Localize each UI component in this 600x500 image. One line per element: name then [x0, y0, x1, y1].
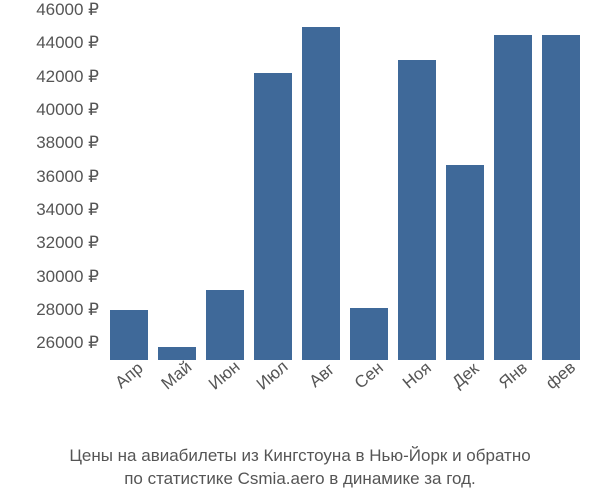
- x-tick-label: Янв: [495, 358, 531, 393]
- caption-line-2: по статистике Csmia.aero в динамике за г…: [124, 469, 476, 488]
- bar: [158, 347, 196, 360]
- bar: [446, 165, 484, 360]
- y-tick-label: 32000 ₽: [36, 233, 105, 253]
- y-tick-label: 42000 ₽: [36, 67, 105, 87]
- x-tick-label: Ноя: [399, 358, 436, 393]
- y-tick-label: 26000 ₽: [36, 333, 105, 353]
- y-tick-label: 34000 ₽: [36, 200, 105, 220]
- y-tick-label: 30000 ₽: [36, 267, 105, 287]
- bar: [254, 73, 292, 360]
- chart-caption: Цены на авиабилеты из Кингстоуна в Нью-Й…: [0, 445, 600, 491]
- x-tick-label: Дек: [448, 359, 483, 393]
- y-tick-label: 44000 ₽: [36, 33, 105, 53]
- bar: [302, 27, 340, 360]
- bar: [206, 290, 244, 360]
- x-tick-label: Сен: [351, 358, 388, 393]
- price-chart: 26000 ₽ 28000 ₽ 30000 ₽ 32000 ₽ 34000 ₽ 36000…: [0, 0, 600, 500]
- bar: [542, 35, 580, 360]
- y-tick-label: 36000 ₽: [36, 167, 105, 187]
- plot-area: 26000 ₽28000 ₽30000 ₽32000 ₽34000 ₽36000…: [105, 10, 585, 360]
- x-tick-label: Июн: [205, 357, 244, 394]
- x-tick-label: Июл: [253, 357, 292, 395]
- x-tick-label: Май: [158, 357, 196, 394]
- bar: [494, 35, 532, 360]
- caption-line-1: Цены на авиабилеты из Кингстоуна в Нью-Й…: [69, 446, 530, 465]
- x-tick-label: фев: [542, 358, 580, 394]
- y-tick-label: 40000 ₽: [36, 100, 105, 120]
- y-tick-label: 46000 ₽: [36, 0, 105, 20]
- bar: [110, 310, 148, 360]
- bar: [398, 60, 436, 360]
- bar: [350, 308, 388, 360]
- x-tick-label: Апр: [112, 358, 148, 393]
- x-tick-label: Авг: [306, 359, 339, 391]
- y-tick-label: 38000 ₽: [36, 133, 105, 153]
- y-tick-label: 28000 ₽: [36, 300, 105, 320]
- bars-layer: [105, 10, 585, 360]
